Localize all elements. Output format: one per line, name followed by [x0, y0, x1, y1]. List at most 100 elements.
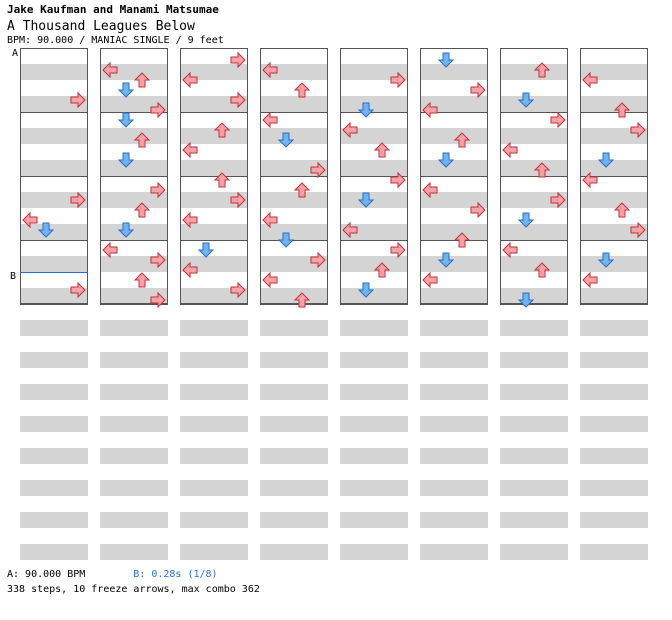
left-arrow-note [262, 111, 278, 129]
left-arrow-note [262, 211, 278, 229]
beat-stripe [580, 64, 648, 80]
bpm-footer: A: 90.000 BPM B: 0.28s (1/8) [7, 569, 218, 580]
beat-stripe [260, 544, 328, 560]
up-arrow-note [613, 102, 631, 118]
beat-stripe [260, 128, 328, 144]
beat-stripe [180, 320, 248, 336]
beat-stripe [20, 480, 88, 496]
beat-stripe [420, 288, 488, 304]
chart-column [500, 48, 568, 560]
right-arrow-note [230, 91, 246, 109]
beat-stripe [500, 224, 568, 240]
beat-stripe [340, 64, 408, 80]
beat-stripe [340, 96, 408, 112]
beat-stripe [20, 128, 88, 144]
up-arrow-note [533, 62, 551, 78]
right-arrow-note [550, 111, 566, 129]
down-arrow-note [357, 192, 375, 208]
beat-stripe [420, 544, 488, 560]
right-arrow-note [310, 251, 326, 269]
column-border [100, 48, 168, 304]
down-arrow-note [277, 132, 295, 148]
right-arrow-note [230, 281, 246, 299]
left-arrow-note [102, 61, 118, 79]
beat-stripe [20, 256, 88, 272]
beat-stripe [340, 416, 408, 432]
beat-stripe [500, 384, 568, 400]
down-arrow-note [517, 292, 535, 308]
beat-stripe [420, 160, 488, 176]
up-arrow-note [133, 202, 151, 218]
right-arrow-note [70, 281, 86, 299]
right-arrow-note [630, 221, 646, 239]
beat-stripe [180, 544, 248, 560]
up-arrow-note [293, 292, 311, 308]
beat-stripe [340, 448, 408, 464]
beat-stripe [420, 64, 488, 80]
down-arrow-note [437, 52, 455, 68]
up-arrow-note [133, 272, 151, 288]
beat-stripe [500, 448, 568, 464]
beat-stripe [420, 192, 488, 208]
beat-stripe [180, 128, 248, 144]
beat-stripe [100, 448, 168, 464]
beat-stripe [20, 160, 88, 176]
beat-stripe [580, 288, 648, 304]
column-border [500, 48, 568, 304]
left-arrow-note [182, 211, 198, 229]
left-arrow-note [22, 211, 38, 229]
beat-stripe [340, 320, 408, 336]
left-arrow-note [422, 101, 438, 119]
beat-stripe [180, 64, 248, 80]
beat-stripe [500, 416, 568, 432]
beat-stripe [420, 256, 488, 272]
down-arrow-note [437, 152, 455, 168]
beat-stripe [100, 480, 168, 496]
left-arrow-note [502, 241, 518, 259]
beat-stripe [500, 512, 568, 528]
right-arrow-note [390, 241, 406, 259]
beat-stripe [20, 512, 88, 528]
beat-stripe [580, 544, 648, 560]
beat-stripe [580, 352, 648, 368]
beat-stripe [180, 192, 248, 208]
beat-stripe [260, 384, 328, 400]
beat-stripe [260, 320, 328, 336]
beat-stripe [420, 224, 488, 240]
right-arrow-note [230, 191, 246, 209]
beat-stripe [420, 384, 488, 400]
left-arrow-note [582, 71, 598, 89]
beat-stripe [20, 448, 88, 464]
beat-stripe [340, 160, 408, 176]
right-arrow-note [630, 121, 646, 139]
right-arrow-note [70, 91, 86, 109]
beat-stripe [580, 512, 648, 528]
beat-stripe [260, 480, 328, 496]
down-arrow-note [517, 92, 535, 108]
up-arrow-note [213, 122, 231, 138]
song-title: A Thousand Leagues Below [7, 19, 195, 34]
left-arrow-note [582, 171, 598, 189]
down-arrow-note [517, 212, 535, 228]
column-border [420, 48, 488, 304]
beat-stripe [260, 416, 328, 432]
right-arrow-note [550, 191, 566, 209]
chart-column [420, 48, 488, 560]
beat-stripe [180, 512, 248, 528]
column-border [340, 48, 408, 304]
chart-column [260, 48, 328, 560]
beat-stripe [20, 416, 88, 432]
beat-stripe [100, 352, 168, 368]
beat-stripe [340, 480, 408, 496]
right-arrow-note [150, 291, 166, 309]
song-artist: Jake Kaufman and Manami Matsumae [7, 3, 219, 16]
left-arrow-note [582, 271, 598, 289]
right-arrow-note [390, 171, 406, 189]
right-arrow-note [150, 101, 166, 119]
beat-stripe [260, 352, 328, 368]
beat-stripe [420, 416, 488, 432]
beat-stripe [180, 416, 248, 432]
down-arrow-note [597, 252, 615, 268]
left-arrow-note [102, 241, 118, 259]
left-arrow-note [182, 71, 198, 89]
